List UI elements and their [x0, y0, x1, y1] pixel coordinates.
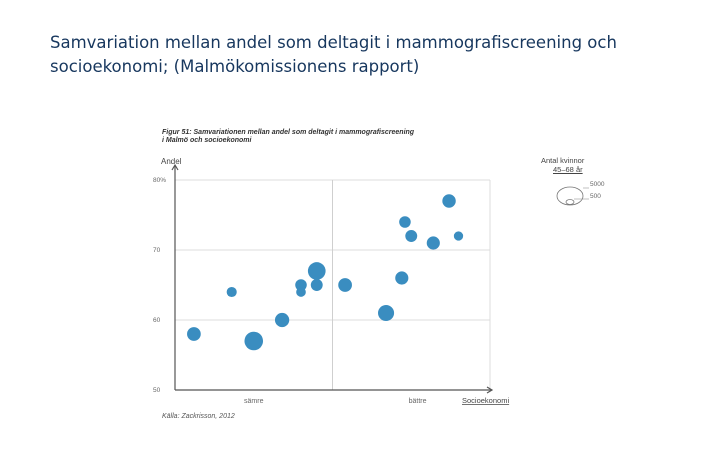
legend-circle-small	[565, 199, 575, 205]
figure-caption-line-2: i Malmö och socioekonomi	[162, 137, 252, 144]
legend-subtitle: 45–68 år	[553, 165, 583, 174]
bubble-3	[274, 312, 290, 328]
bubble-1	[226, 286, 237, 298]
figure-caption: Figur 51: Samvariationen mellan andel so…	[162, 129, 482, 145]
bubble-2	[244, 331, 264, 351]
x-axis-arrow	[486, 386, 494, 394]
x-tick-label-1: bättre	[409, 398, 427, 405]
y-tick-label-50: 50	[153, 387, 161, 394]
slide-title-line-2: socioekonomi; (Malmökomissionens rapport…	[50, 57, 420, 76]
bubble-15	[453, 231, 464, 241]
bubble-12	[405, 230, 418, 242]
y-tick-label-80: 80%	[153, 177, 166, 184]
x-axis-label: Socioekonomi	[462, 396, 509, 405]
bubble-6	[310, 279, 323, 291]
y-axis-arrow	[171, 163, 179, 171]
bubble-9	[378, 304, 395, 322]
bubble-10	[395, 271, 409, 285]
legend-circle-large	[556, 186, 584, 206]
bubble-4	[295, 279, 307, 291]
x-tick-label-0: sämre	[244, 398, 264, 405]
legend-title: Antal kvinnor	[541, 156, 585, 165]
bubble-7	[307, 262, 326, 280]
figure-caption-line-1: Figur 51: Samvariationen mellan andel so…	[162, 129, 415, 136]
legend-label-large: 5000	[590, 181, 605, 188]
slide-title-line-1: Samvariation mellan andel som deltagit i…	[50, 33, 617, 52]
bubble-14	[442, 194, 456, 208]
y-axis-label: Andel	[161, 157, 182, 166]
bubble-8	[338, 278, 352, 292]
legend-label-small: 500	[590, 193, 601, 200]
y-tick-label-70: 70	[153, 247, 161, 254]
bubble-13	[426, 236, 440, 250]
bubble-11	[399, 216, 411, 228]
slide-title: Samvariation mellan andel som deltagit i…	[50, 31, 690, 79]
bubble-0	[187, 327, 201, 341]
legend: Antal kvinnor 45–68 år	[541, 156, 584, 174]
bubble-5	[296, 287, 306, 297]
source-note: Källa: Zackrisson, 2012	[162, 413, 235, 420]
y-tick-label-60: 60	[153, 317, 161, 324]
